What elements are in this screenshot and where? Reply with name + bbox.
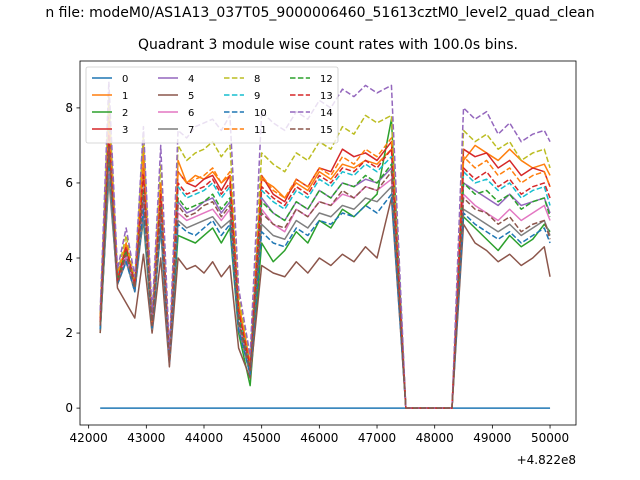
x-tick-label: 44000 (185, 431, 223, 445)
series-line-11 (99, 122, 551, 409)
legend-label: 2 (122, 108, 128, 119)
legend-label: 10 (254, 108, 267, 119)
legend-label: 5 (188, 91, 194, 102)
series-line-2 (99, 118, 551, 409)
legend-label: 3 (122, 125, 128, 136)
x-offset-label: +4.822e8 (517, 453, 576, 467)
legend-label: 13 (320, 91, 333, 102)
legend-label: 1 (122, 91, 128, 102)
legend-label: 8 (254, 74, 260, 85)
x-tick-label: 42000 (70, 431, 108, 445)
series-line-5 (99, 170, 551, 409)
series-line-6 (99, 163, 551, 409)
figure-suptitle: n file: modeM0/AS1A13_037T05_9000006460_… (45, 5, 594, 21)
legend-label: 11 (254, 125, 267, 136)
legend-label: 6 (188, 108, 194, 119)
y-tick-label: 6 (65, 176, 73, 190)
y-tick-label: 4 (65, 251, 73, 265)
x-tick-label: 47000 (358, 431, 396, 445)
legend-label: 7 (188, 125, 194, 136)
y-tick-label: 2 (65, 326, 73, 340)
series-line-1 (99, 107, 551, 409)
legend-box (85, 66, 339, 144)
legend-label: 9 (254, 91, 260, 102)
plot-area: 42000 43000 44000 45000 46000 47000 48000 49000… (65, 60, 577, 467)
legend-label: 0 (122, 74, 128, 85)
series-line-8 (99, 95, 551, 409)
x-tick-label: 45000 (243, 431, 281, 445)
x-tick-label: 46000 (300, 431, 338, 445)
legend-label: 4 (188, 74, 194, 85)
series-line-15 (99, 144, 551, 409)
x-tick-label: 49000 (473, 431, 511, 445)
series-line-12 (99, 148, 551, 409)
x-tick-label: 43000 (127, 431, 165, 445)
legend-label: 15 (320, 125, 333, 136)
x-tick-label: 50000 (531, 431, 569, 445)
axes-frame (79, 60, 577, 426)
y-tick-label: 0 (65, 401, 73, 415)
x-tick-label: 48000 (416, 431, 454, 445)
legend-label: 14 (320, 108, 333, 119)
chart-title: Quadrant 3 module wise count rates with … (138, 37, 518, 53)
legend-label: 12 (320, 74, 333, 85)
y-tick-label: 8 (65, 101, 73, 115)
